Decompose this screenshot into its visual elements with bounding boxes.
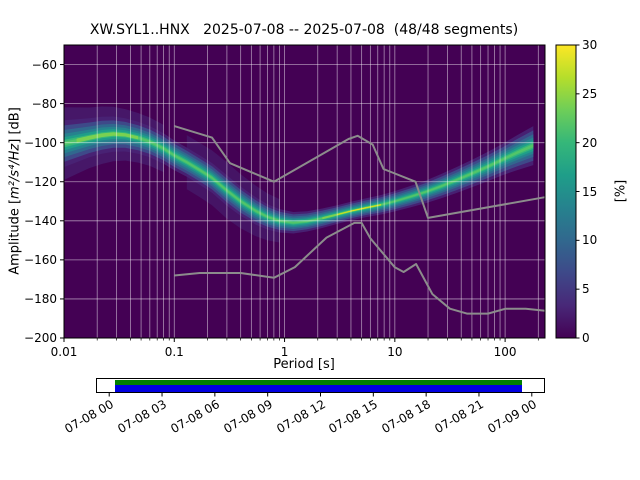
ppsd-band-layer xyxy=(64,120,534,232)
timeline-axis-ticks xyxy=(108,393,533,397)
plot-spine xyxy=(63,44,546,339)
timeline-coverage-bottom-bar xyxy=(115,385,523,392)
nhnm-noise-model-line xyxy=(174,125,546,219)
colorbar-tick-label: 10 xyxy=(582,233,598,248)
y-tick-label: −60 xyxy=(31,57,57,72)
colorbar-tick-label: 5 xyxy=(582,282,590,297)
x-tick-label: 10 xyxy=(387,345,403,359)
y-tick-label: −140 xyxy=(24,213,57,228)
colorbar-tick-label: 30 xyxy=(582,38,598,52)
y-tick-label: −120 xyxy=(24,174,57,189)
ppsd-band-layer xyxy=(350,207,367,212)
colorbar-tick-label: 15 xyxy=(582,184,598,199)
y-tick-label: −200 xyxy=(24,331,57,345)
x-tick-label: 0.01 xyxy=(50,345,78,359)
x-tick-label: 0.1 xyxy=(164,345,184,359)
ppsd-probability-band xyxy=(64,106,534,243)
y-tick-label: −80 xyxy=(31,96,57,111)
peterson-noise-model-lines xyxy=(174,125,546,315)
timeline-coverage-top-bar xyxy=(115,380,523,385)
colorbar-gradient-rect xyxy=(556,45,576,338)
ppsd-band-layer xyxy=(64,116,534,234)
timeline-coverage-box xyxy=(96,378,545,393)
ppsd-band-layer xyxy=(64,129,534,226)
ppsd-band-layer xyxy=(76,132,139,143)
colorbar-tick-label: 20 xyxy=(582,135,598,150)
colorbar-tick-label: 0 xyxy=(582,331,590,345)
plot-bg-rect xyxy=(64,45,545,338)
colorbar-spine xyxy=(555,44,577,339)
nlnm-noise-model-line xyxy=(174,221,546,315)
axes-ticks-and-spines xyxy=(60,44,546,342)
chart-title: XW.SYL1..HNX 2025-07-08 -- 2025-07-08 (4… xyxy=(89,22,519,38)
colorbar xyxy=(555,44,580,339)
x-tick-label: 1 xyxy=(280,345,289,359)
colorbar-label: [%] xyxy=(613,179,629,203)
y-axis-label: Amplitude [m²/s⁴/Hz] [dB] xyxy=(8,107,23,275)
grid-lines xyxy=(64,45,545,338)
plot-background xyxy=(64,45,545,338)
x-axis-label: Period [s] xyxy=(273,357,335,372)
y-tick-label: −100 xyxy=(24,135,57,150)
y-tick-label: −160 xyxy=(24,252,57,267)
y-tick-label: −180 xyxy=(24,291,57,306)
y-axis-label-math: m²/s⁴/Hz xyxy=(7,143,23,199)
x-tick-label: 100 xyxy=(493,345,517,359)
colorbar-tick-label: 25 xyxy=(582,86,598,101)
